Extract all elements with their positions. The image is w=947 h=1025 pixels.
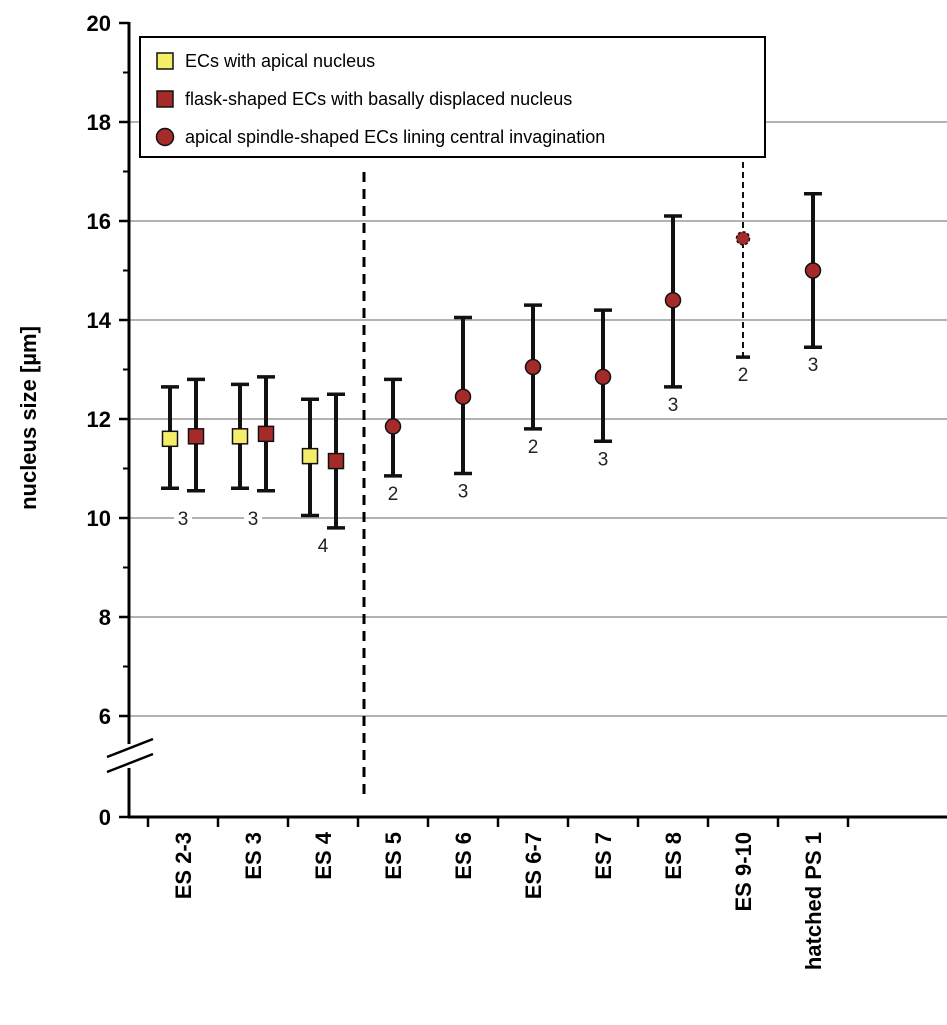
axis-break-mark <box>106 737 154 759</box>
data-point <box>231 428 249 445</box>
x-tick-label: ES 7 <box>591 832 616 880</box>
y-tick-label: 12 <box>87 407 111 432</box>
x-tick-label: ES 4 <box>311 831 336 879</box>
axis-break-mark <box>106 752 154 774</box>
data-point <box>594 368 612 386</box>
legend-entry: apical spindle-shaped ECs lining central… <box>185 127 605 147</box>
sample-size-label: 3 <box>598 449 609 470</box>
legend-entry: flask-shaped ECs with basally displaced … <box>185 89 572 109</box>
data-point <box>454 388 472 405</box>
legend-swatch <box>156 90 174 108</box>
legend-swatch <box>155 127 175 147</box>
axes <box>106 21 947 827</box>
y-tick-label: 10 <box>87 506 111 531</box>
y-tick-label: 16 <box>87 209 111 234</box>
data-point <box>384 418 402 435</box>
x-tick-label: ES 6 <box>451 832 476 880</box>
data-point <box>664 291 682 309</box>
x-tick-label: ES 3 <box>241 832 266 880</box>
sample-size-bg <box>174 508 192 530</box>
y-tick-label: 0 <box>99 805 111 830</box>
y-tick-label: 18 <box>87 110 111 135</box>
data-point <box>301 447 319 465</box>
x-tick-label: ES 8 <box>661 832 686 880</box>
y-tick-label: 20 <box>87 11 111 36</box>
x-tick-label: ES 9-10 <box>731 832 756 912</box>
x-tick-label: hatched PS 1 <box>801 832 826 970</box>
y-tick-label: 8 <box>99 605 111 630</box>
y-axis-label: nucleus size [µm] <box>16 326 41 510</box>
sample-size-label: 2 <box>388 484 399 505</box>
sample-size-label: 3 <box>458 481 469 502</box>
sample-size-label: 3 <box>808 355 819 376</box>
data-point <box>524 358 542 376</box>
error-bars <box>161 120 822 530</box>
data-point <box>161 430 179 448</box>
y-tick-labels: 0 6 8 10 12 14 16 18 20 <box>87 11 112 830</box>
x-tick-label: ES 5 <box>381 832 406 880</box>
data-markers <box>161 231 822 470</box>
sample-size-label: 2 <box>738 365 749 386</box>
data-point <box>257 425 275 443</box>
legend-swatch <box>156 52 174 70</box>
data-point <box>327 452 345 470</box>
sample-size-label: 3 <box>248 509 259 530</box>
data-point <box>804 262 822 279</box>
gridlines <box>129 121 947 717</box>
sample-size-bg <box>244 508 262 530</box>
legend: ECs with apical nucleus flask-shaped ECs … <box>139 36 766 158</box>
sample-size-label: 2 <box>528 437 539 458</box>
y-tick-label: 6 <box>99 704 111 729</box>
sample-size-label: 3 <box>178 509 189 530</box>
y-tick-label: 14 <box>87 308 112 333</box>
legend-box <box>139 36 766 158</box>
data-point <box>187 428 205 445</box>
x-tick-labels: ES 2-3 ES 3 ES 4 ES 5 ES 6 ES 6-7 ES 7 ES 8 ES 9… <box>171 831 826 970</box>
data-point <box>735 231 751 246</box>
sample-size-label: 3 <box>668 395 679 416</box>
x-tick-label: ES 2-3 <box>171 832 196 899</box>
x-tick-label: ES 6-7 <box>521 832 546 899</box>
legend-entry: ECs with apical nucleus <box>185 51 375 71</box>
sample-size-label: 4 <box>318 536 329 557</box>
sample-size-labels: 3 3 4 2 3 2 3 3 2 3 <box>174 355 818 557</box>
